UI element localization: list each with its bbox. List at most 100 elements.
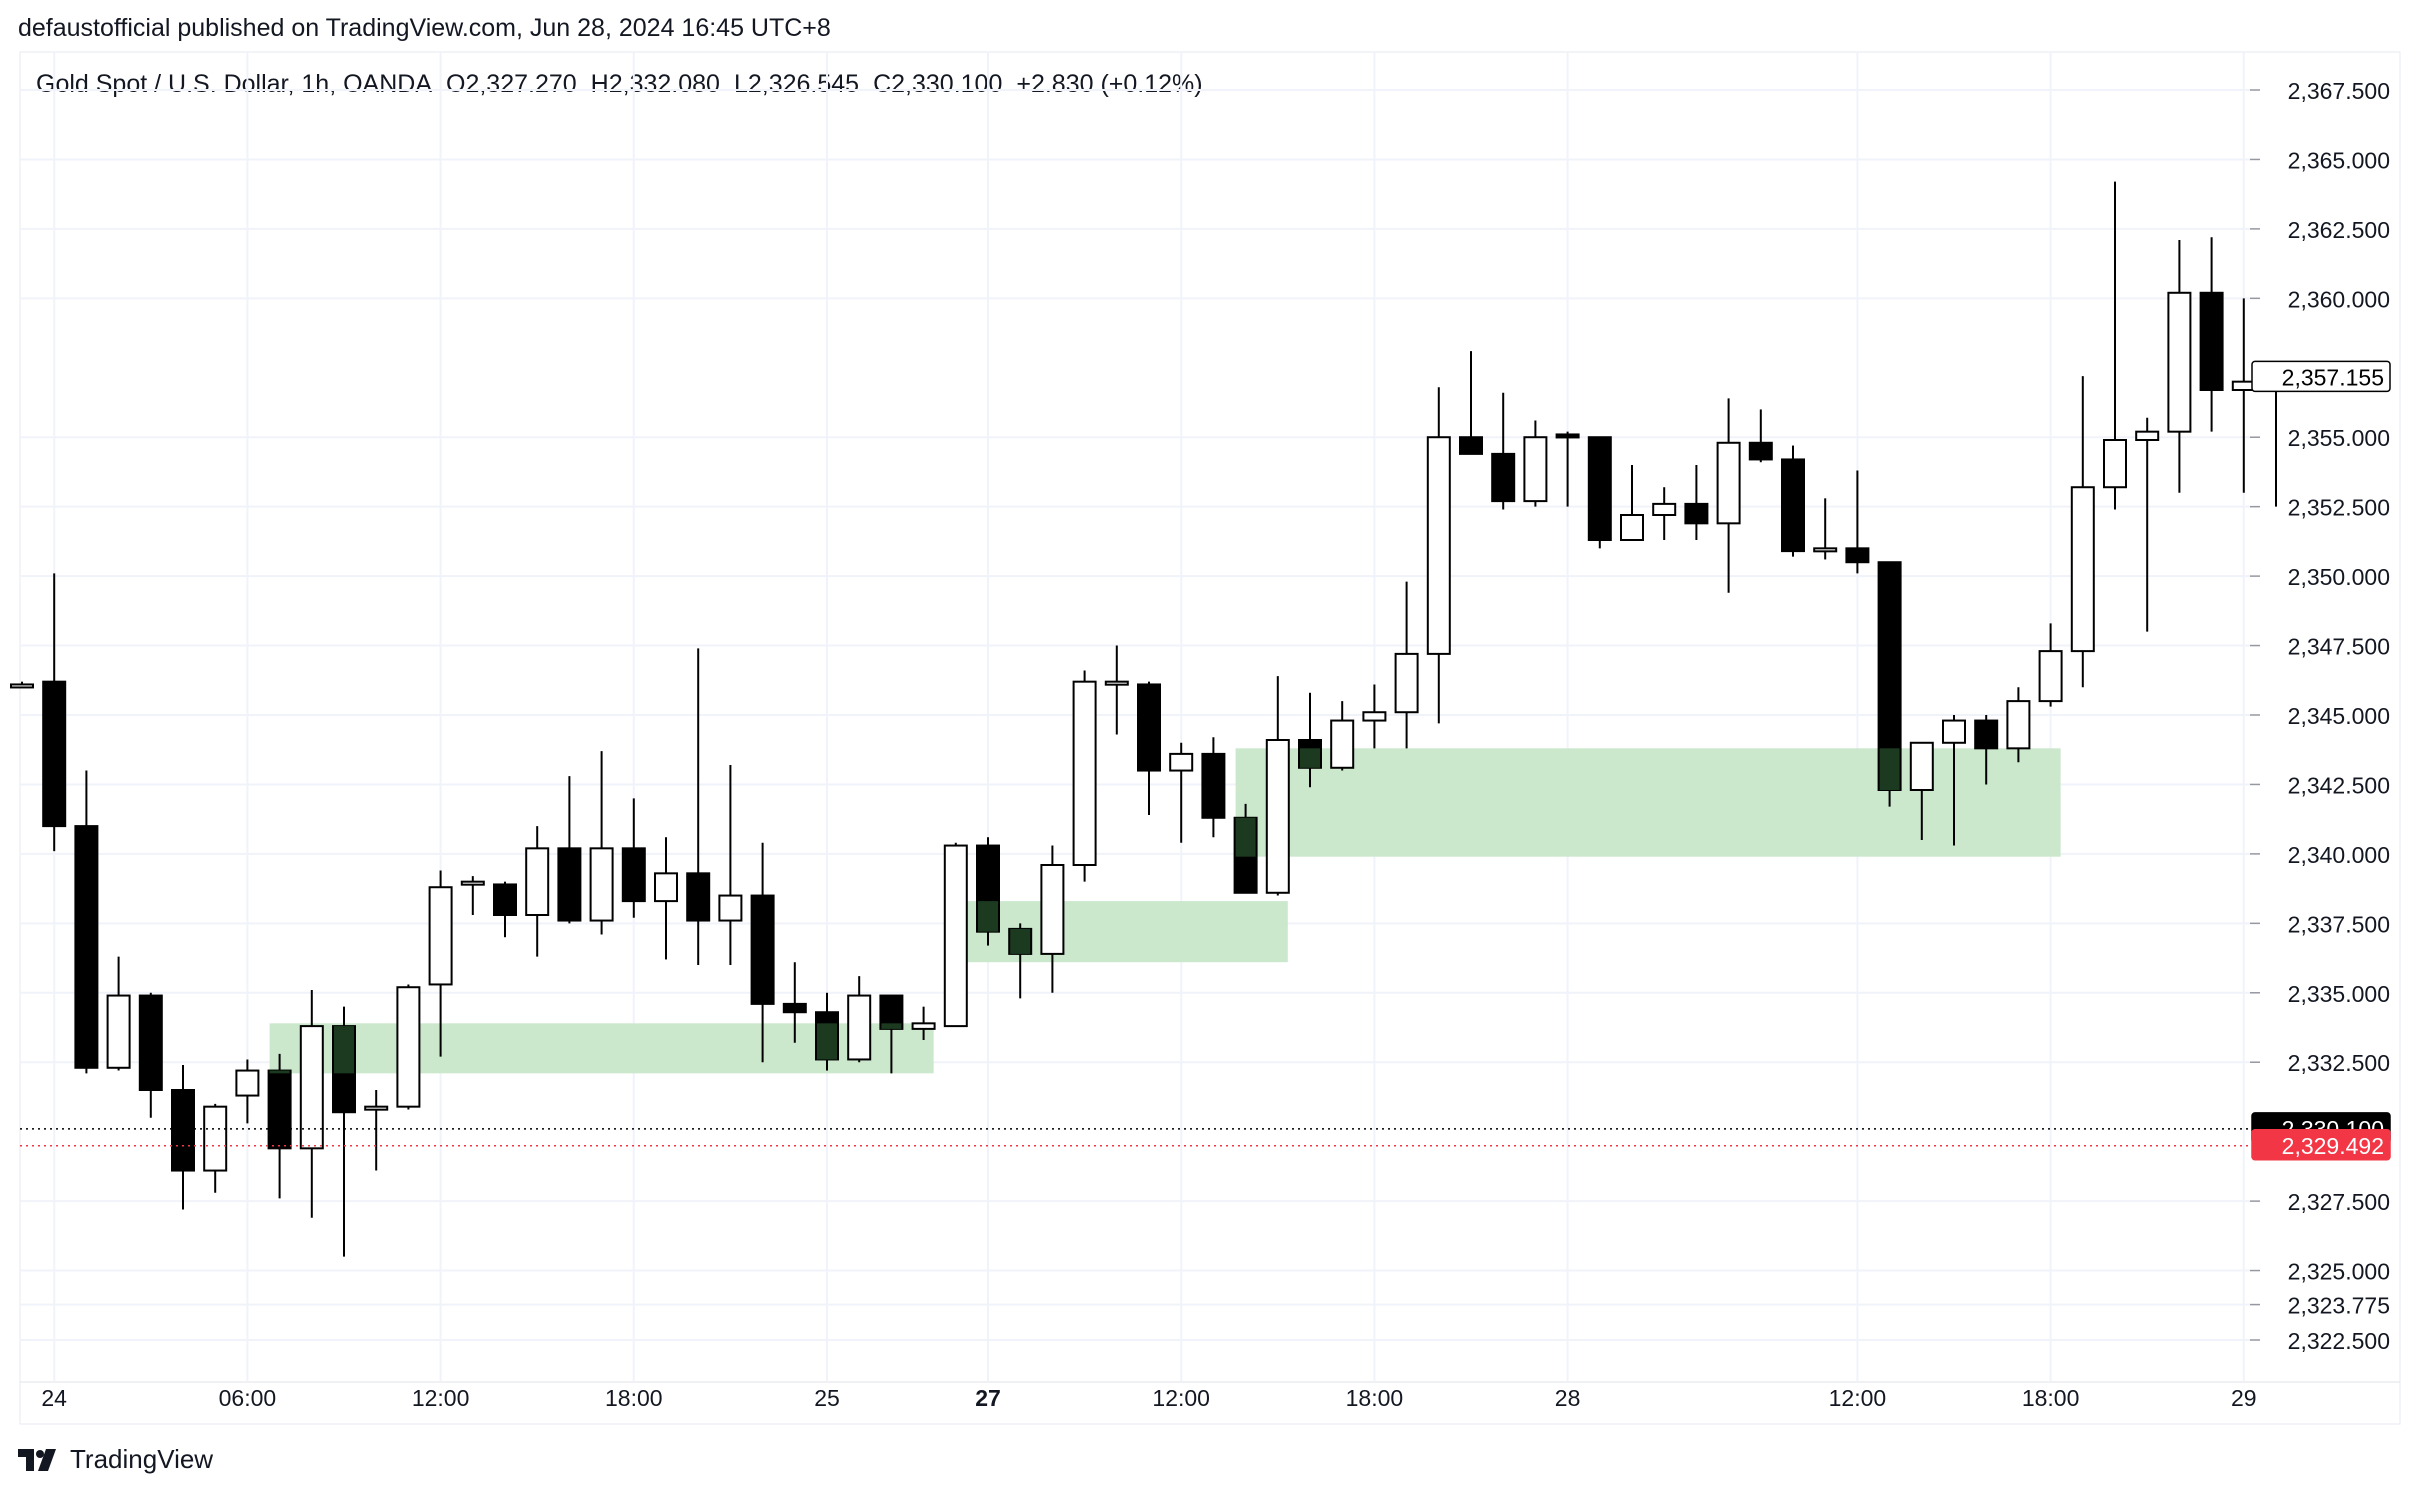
candle-body <box>203 1105 228 1172</box>
ohlc-low: L2,326.545 <box>733 70 860 98</box>
candle-body <box>1587 436 1612 542</box>
candle <box>428 870 453 1057</box>
candle-body <box>654 872 678 903</box>
time-tick-label: 12:00 <box>412 1385 470 1411</box>
price-tick-label: 2,342.500 <box>2288 772 2390 798</box>
time-tick-label: 18:00 <box>1346 1385 1404 1411</box>
candle <box>2264 375 2288 507</box>
candle <box>10 681 34 689</box>
candle <box>1104 645 1129 735</box>
candle-body <box>1426 436 1451 655</box>
candle <box>1587 436 1612 549</box>
zone-overlap <box>881 1023 902 1029</box>
candle <box>911 1006 936 1040</box>
candle-body <box>396 986 421 1108</box>
candle <box>2135 417 2160 632</box>
candle <box>1942 715 1966 846</box>
candle <box>1748 409 1773 463</box>
plot-frame <box>19 51 2401 1425</box>
candle-body <box>525 847 550 916</box>
candle <box>364 1090 389 1171</box>
price-tick-label: 2,327.500 <box>2288 1189 2390 1215</box>
price-tick-label: 2,350.000 <box>2288 564 2390 590</box>
candle-body <box>1620 514 1644 541</box>
candle <box>2038 623 2063 707</box>
time-tick-label: 28 <box>1555 1385 1581 1411</box>
candle-body <box>1491 452 1516 503</box>
candle-body <box>171 1089 195 1172</box>
price-tick-label: 2,323.775 <box>2288 1293 2390 1319</box>
candle-body <box>750 894 775 1005</box>
time-tick-label: 24 <box>41 1385 67 1411</box>
candle-body <box>74 825 99 1069</box>
candle-body <box>1330 719 1355 769</box>
candle-body <box>235 1069 260 1097</box>
candle-body <box>106 994 131 1069</box>
candle <box>1459 351 1483 455</box>
time-axis[interactable]: 24 06:00 12:00 18:00 25 27 12:00 18:00 28 12:00 18… <box>41 1385 2256 1411</box>
tradingview-brand[interactable]: TradingView <box>18 1444 213 1475</box>
tradingview-logo-icon <box>18 1448 56 1471</box>
candle <box>525 826 550 957</box>
candle <box>847 976 872 1063</box>
candle-body <box>1845 547 1870 564</box>
candle-body <box>1909 741 1934 791</box>
price-label-box <box>2251 1129 2391 1161</box>
price-label-outline: 2,357.155 <box>2251 360 2391 393</box>
time-tick-label: 27 <box>975 1385 1001 1411</box>
price-axis[interactable]: 2,367.500 2,365.000 2,362.500 2,360.000 2,35… <box>2250 78 2390 1354</box>
demand-zone <box>945 901 1288 963</box>
zone-overlaps <box>269 748 1900 1074</box>
candle <box>396 984 421 1110</box>
zone-overlap <box>817 1023 837 1060</box>
candle-body <box>1104 680 1129 686</box>
candle-body <box>1684 502 1709 525</box>
zone-overlap <box>1300 748 1320 768</box>
zone-overlap <box>1010 928 1031 954</box>
candle <box>1330 701 1355 771</box>
candle <box>1201 737 1226 838</box>
candle-body <box>943 844 968 1028</box>
candle <box>1555 431 1580 507</box>
candle <box>74 770 99 1074</box>
candle <box>557 776 582 924</box>
price-tick-label: 2,325.000 <box>2288 1259 2390 1285</box>
candle <box>686 648 711 965</box>
candle-body <box>1040 864 1065 955</box>
candle-body <box>267 1069 292 1150</box>
candle <box>1072 670 1097 882</box>
candle <box>621 798 646 918</box>
time-tick-label: 12:00 <box>1152 1385 1210 1411</box>
price-tick-label: 2,345.000 <box>2288 703 2390 729</box>
candle-body <box>460 880 485 886</box>
ohlc-high: H2,332.080 <box>590 70 720 98</box>
candle <box>299 990 324 1218</box>
candles <box>10 181 2288 1257</box>
price-tick-label: 2,352.500 <box>2288 495 2390 521</box>
candle-body <box>1716 441 1741 525</box>
candle-body <box>493 883 517 917</box>
candle-body <box>589 847 614 922</box>
symbol-name[interactable]: Gold Spot / U.S. Dollar, 1h, OANDA <box>36 70 432 98</box>
price-tick-label: 2,360.000 <box>2288 286 2390 312</box>
price-label-text: 2,329.492 <box>2282 1133 2384 1159</box>
price-tick-label: 2,337.500 <box>2288 911 2390 937</box>
candle <box>943 842 968 1028</box>
price-label-red: 2,329.492 <box>2251 1129 2391 1161</box>
zone-overlap <box>334 1026 354 1074</box>
candle <box>460 876 485 915</box>
candle-body <box>2135 430 2160 441</box>
candle <box>589 751 614 935</box>
candle-body <box>1072 680 1097 867</box>
candle-body <box>2070 486 2095 653</box>
candle-body <box>364 1105 389 1111</box>
zone-overlap <box>1235 817 1256 857</box>
ohlc-change: +2.830 (+0.12%) <box>1016 70 1203 98</box>
candle-body <box>2006 700 2031 750</box>
time-tick-label: 12:00 <box>1829 1385 1887 1411</box>
candle <box>203 1103 228 1193</box>
candle <box>2006 687 2031 763</box>
candle <box>2199 237 2224 432</box>
